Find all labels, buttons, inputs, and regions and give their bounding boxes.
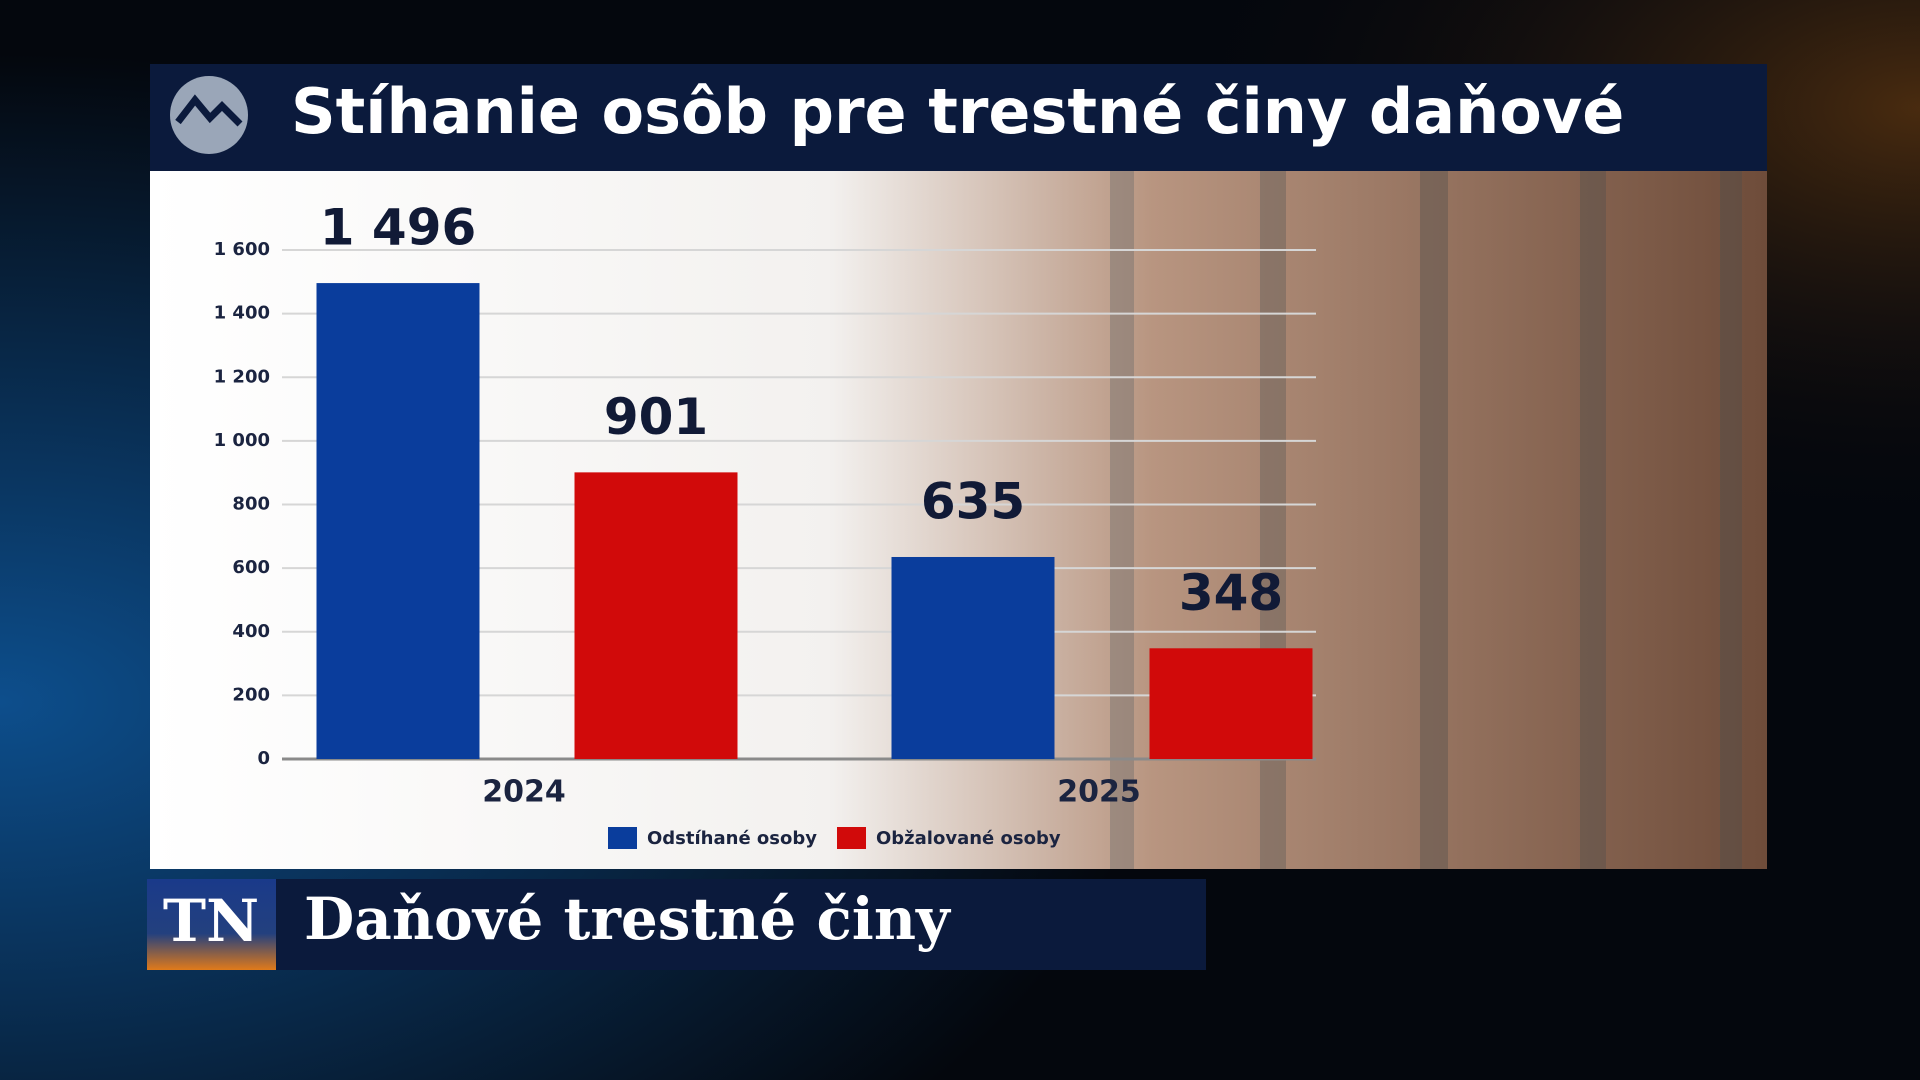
y-tick-label: 600: [232, 557, 270, 578]
ticker-bar: [147, 879, 1206, 970]
chart-title: Stíhanie osôb pre trestné činy daňové: [291, 75, 1624, 148]
legend-swatch: [837, 827, 866, 849]
y-tick-label: 1 200: [214, 366, 270, 387]
ticker-headline: Daňové trestné činy: [304, 885, 952, 953]
y-tick-label: 1 400: [214, 303, 270, 324]
ticker-logo-box: [147, 879, 276, 970]
value-label: 901: [604, 388, 708, 446]
y-tick-label: 1 600: [214, 239, 270, 260]
legend-swatch: [608, 827, 637, 849]
y-tick-label: 0: [257, 748, 270, 769]
x-tick-label: 2025: [1057, 775, 1141, 810]
bar: [316, 283, 480, 759]
legend-label: Odstíhané osoby: [647, 828, 817, 849]
ticker-logo: TN: [163, 887, 259, 955]
x-tick-label: 2024: [482, 775, 566, 810]
value-label: 635: [921, 472, 1025, 530]
value-label: 1 496: [320, 199, 477, 257]
title-bar: [150, 64, 1767, 171]
value-label: 348: [1179, 564, 1283, 622]
y-tick-label: 1 000: [214, 430, 270, 451]
legend-label: Obžalované osoby: [876, 828, 1061, 849]
plot: 0 200 400 600 800 1 000 1 200 1 400 1 600 2024 1 4…: [214, 199, 1316, 849]
bar: [1149, 648, 1313, 759]
channel-logo-mark: [175, 94, 243, 127]
y-tick-label: 800: [232, 494, 270, 515]
bar: [574, 472, 738, 759]
y-tick-label: 400: [232, 621, 270, 642]
y-tick-label: 200: [232, 684, 270, 705]
bar: [891, 556, 1055, 759]
